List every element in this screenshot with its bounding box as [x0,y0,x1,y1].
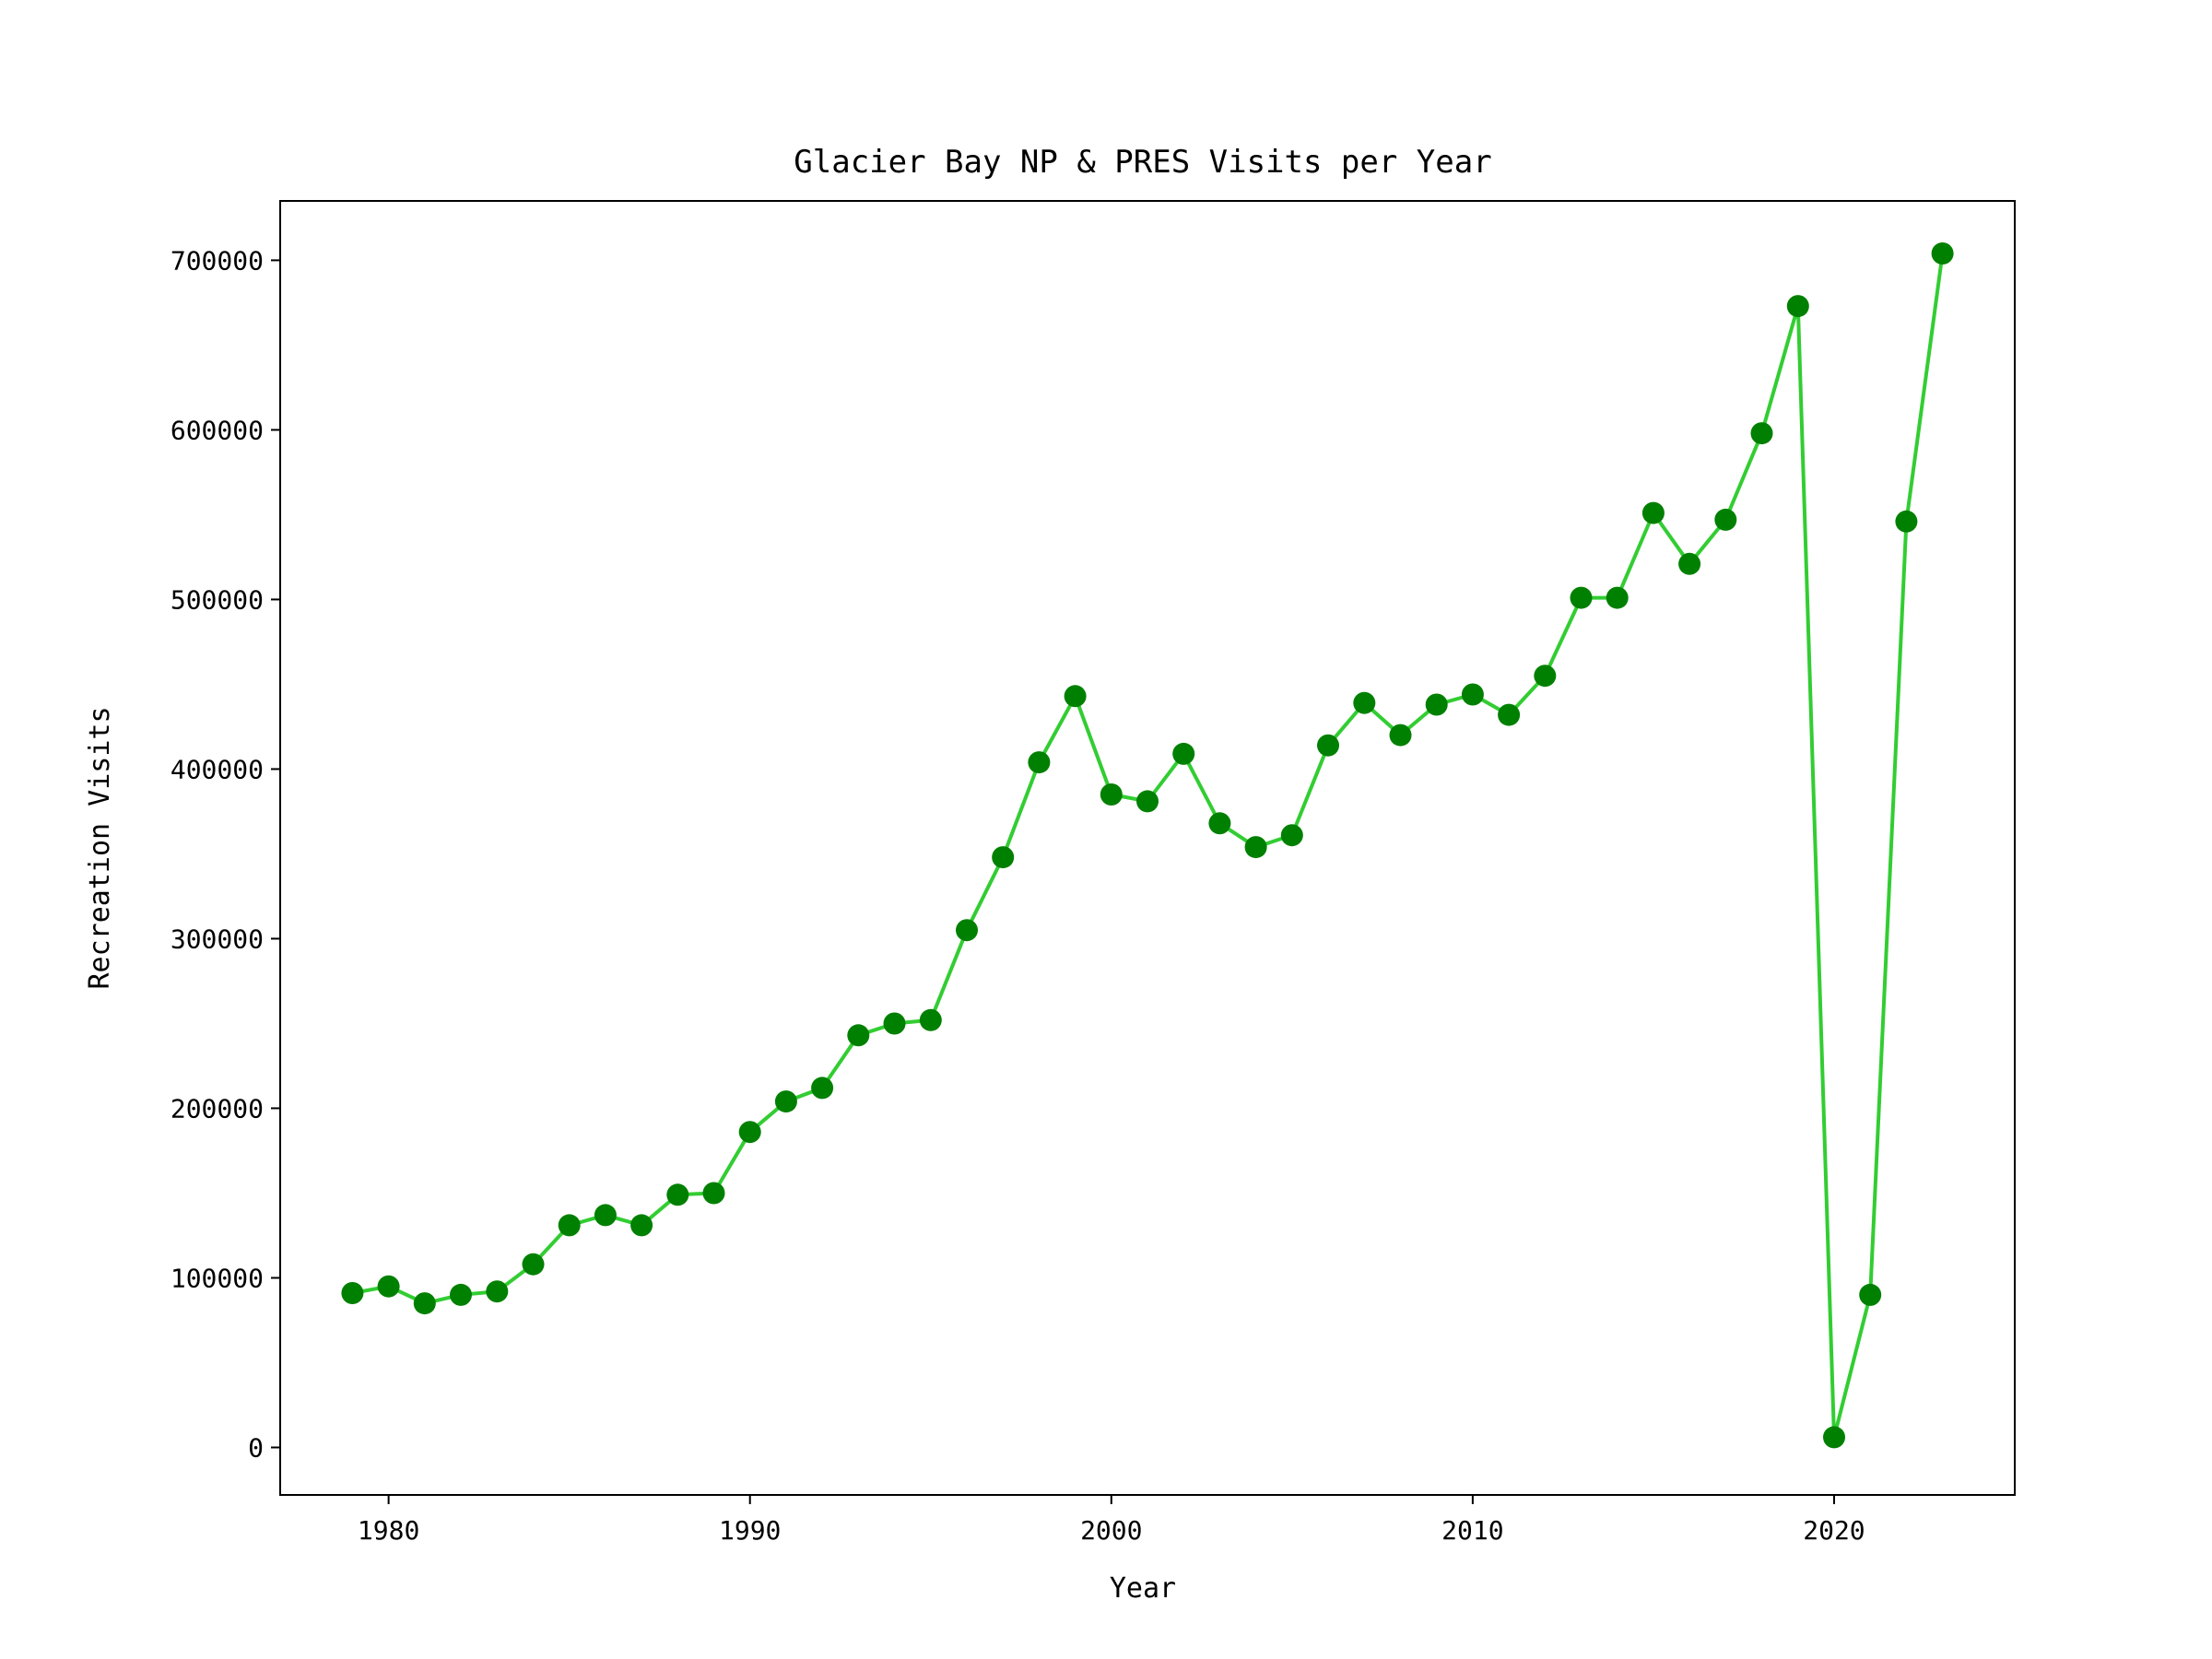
data-point-1985 [558,1214,581,1237]
data-point-1979 [341,1282,364,1304]
data-point-1998 [1028,751,1051,774]
x-tick-label: 2000 [1080,1515,1142,1546]
y-tick-label: 700000 [171,245,264,276]
plot-area [341,242,1954,1449]
y-tick-label: 300000 [171,924,264,954]
data-point-2002 [1172,742,1195,765]
y-tick-label: 100000 [171,1263,264,1293]
y-axis-label: Recreation Visits [84,706,116,989]
x-axis: 1980 1990 2000 2010 2020 [358,1495,1865,1546]
x-tick-label: 1980 [358,1515,419,1546]
chart-title: Glacier Bay NP & PRES Visits per Year [794,144,1491,181]
data-point-2003 [1208,812,1231,835]
data-point-1999 [1064,685,1087,708]
data-point-1987 [630,1214,653,1237]
data-point-1980 [377,1275,400,1298]
data-point-2016 [1678,552,1701,575]
data-point-2015 [1641,501,1665,524]
data-point-1986 [594,1204,617,1227]
y-tick-label: 400000 [171,754,264,784]
x-tick-label: 2020 [1803,1515,1865,1546]
data-point-2000 [1100,783,1123,806]
data-point-1996 [956,919,978,942]
data-point-2005 [1280,824,1303,847]
data-point-1982 [450,1283,472,1306]
data-point-2001 [1136,790,1159,813]
data-point-2012 [1534,665,1557,688]
data-point-1992 [811,1077,834,1100]
y-axis: 0 100000 200000 300000 400000 500000 600000 700… [171,245,280,1463]
x-tick-label: 2010 [1441,1515,1503,1546]
y-tick-label: 200000 [171,1093,264,1124]
data-point-1991 [774,1090,797,1113]
x-tick-label: 1990 [719,1515,781,1546]
data-point-2004 [1244,836,1267,859]
data-point-1993 [847,1024,870,1047]
y-tick-label: 0 [248,1432,264,1463]
data-point-2020 [1823,1426,1845,1449]
data-point-2011 [1498,703,1521,726]
data-point-1990 [738,1121,761,1144]
data-point-2008 [1389,724,1412,747]
data-point-2013 [1570,586,1593,609]
data-point-2017 [1714,508,1737,531]
data-point-2007 [1353,691,1376,714]
data-point-1997 [992,846,1015,869]
data-point-2014 [1606,586,1629,609]
series-line [352,253,1945,1440]
data-point-1984 [522,1253,545,1276]
data-point-1983 [486,1280,509,1303]
data-point-2023 [1931,242,1954,265]
data-point-2022 [1895,510,1918,533]
data-point-1995 [919,1008,942,1031]
data-point-2010 [1461,683,1484,706]
y-tick-label: 500000 [171,584,264,615]
data-point-1981 [413,1292,436,1315]
data-point-2006 [1317,734,1339,757]
data-point-1994 [883,1012,906,1035]
data-point-1988 [666,1183,689,1206]
data-point-2021 [1859,1283,1882,1306]
data-point-2019 [1786,295,1809,318]
plot-frame [279,200,2016,1496]
data-point-2018 [1750,422,1773,445]
x-axis-label: Year [1110,1572,1176,1605]
data-point-1989 [702,1182,725,1205]
data-point-2009 [1425,693,1448,716]
y-tick-label: 600000 [171,415,264,445]
